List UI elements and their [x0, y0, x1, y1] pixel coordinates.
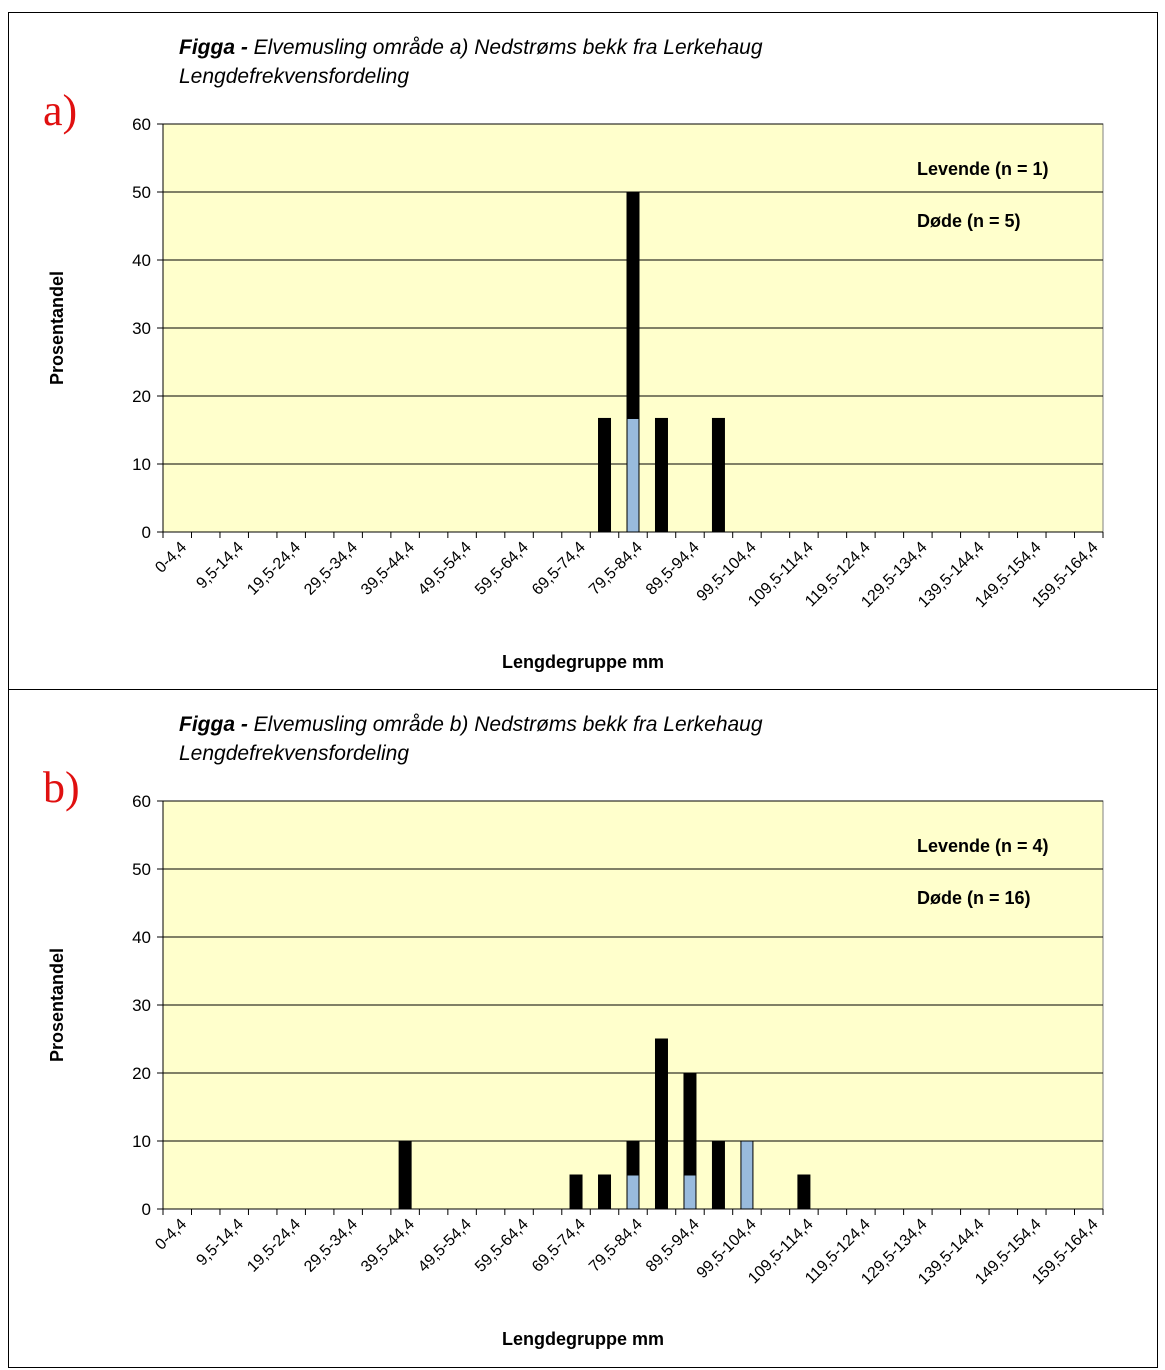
- x-tick-label: 9,5-14,4: [193, 539, 247, 593]
- legend-entry: Levende (n = 1): [917, 159, 1049, 179]
- title-figure-label: Figga -: [179, 713, 248, 736]
- chart-subtitle: Lengdefrekvensfordeling: [179, 742, 409, 765]
- panel-letter: b): [43, 763, 80, 812]
- chart-title: Figga - Elvemusling område a) Nedstrøms …: [179, 33, 763, 91]
- x-tick-label: 89,5-94,4: [643, 539, 703, 599]
- bar-dode: [598, 417, 612, 533]
- title-text: Elvemusling område b) Nedstrøms bekk fra…: [247, 713, 763, 736]
- x-tick-label: 0-4,4: [152, 1216, 190, 1254]
- bar-dode: [598, 1174, 612, 1210]
- chart-svg-a: 0 10 20 30 40 50 60 0-4,4 9,5-14,419,5-24,429,5-…: [47, 115, 1104, 672]
- y-axis-title: Prosentandel: [47, 948, 67, 1062]
- bar-dode: [569, 1174, 583, 1210]
- x-tick-label: 29,5-34,4: [301, 1216, 361, 1276]
- bar-dode: [797, 1174, 811, 1210]
- chart-title: Figga - Elvemusling område b) Nedstrøms …: [179, 710, 763, 768]
- y-tick-label: 50: [132, 183, 151, 202]
- y-tick-label: 20: [132, 387, 151, 406]
- x-axis-title: Lengdegruppe mm: [502, 1329, 664, 1349]
- chart-svg-b: 0 10 20 30 40 50 60 0-4,4 9,5-14,419,5-24,429,5-…: [47, 792, 1104, 1349]
- title-text: Elvemusling område a) Nedstrøms bekk fra…: [247, 36, 763, 59]
- x-tick-label: 29,5-34,4: [301, 539, 361, 599]
- x-tick-label: 39,5-44,4: [358, 539, 418, 599]
- x-tick-label: 49,5-54,4: [415, 539, 475, 599]
- bar-dode: [711, 1140, 725, 1210]
- bar-dode: [626, 1140, 640, 1176]
- panel-letter: a): [43, 86, 78, 135]
- bar-dode: [398, 1140, 412, 1210]
- y-tick-label: 30: [132, 996, 151, 1015]
- legend-entry: Døde (n = 5): [917, 211, 1021, 231]
- chart-panel-a: Figga - Elvemusling område a) Nedstrøms …: [8, 12, 1158, 690]
- bar-levende: [626, 1174, 640, 1210]
- bar-dode: [654, 417, 668, 533]
- chart-panel-b: Figga - Elvemusling område b) Nedstrøms …: [8, 690, 1158, 1368]
- x-tick-label: 59,5-64,4: [472, 1216, 532, 1276]
- x-tick-label: 19,5-24,4: [244, 1216, 304, 1276]
- y-tick-label: 60: [132, 792, 151, 811]
- bar-levende: [683, 1174, 697, 1210]
- y-tick-label: 20: [132, 1064, 151, 1083]
- bar-dode: [711, 417, 725, 533]
- legend-entry: Døde (n = 16): [917, 888, 1031, 908]
- x-axis-title: Lengdegruppe mm: [502, 652, 664, 672]
- x-tick-label: 69,5-74,4: [529, 1216, 589, 1276]
- bar-levende: [626, 417, 640, 533]
- x-tick-label: 0-4,4: [152, 539, 190, 577]
- x-tick-label: 39,5-44,4: [358, 1216, 418, 1276]
- bar-levende: [740, 1140, 754, 1210]
- y-tick-label: 10: [132, 1132, 151, 1151]
- x-tick-label: 89,5-94,4: [643, 1216, 703, 1276]
- x-tick-label: 79,5-84,4: [586, 1216, 646, 1276]
- title-figure-label: Figga -: [179, 36, 248, 59]
- y-tick-label: 40: [132, 251, 151, 270]
- y-tick-label: 0: [142, 1200, 151, 1219]
- legend-entry: Levende (n = 4): [917, 836, 1049, 856]
- y-tick-label: 10: [132, 455, 151, 474]
- bar-dode: [654, 1038, 668, 1210]
- bar-dode: [626, 191, 640, 419]
- x-tick-label: 19,5-24,4: [244, 539, 304, 599]
- x-tick-label: 9,5-14,4: [193, 1216, 247, 1270]
- y-tick-label: 30: [132, 319, 151, 338]
- y-tick-label: 50: [132, 860, 151, 879]
- y-tick-label: 40: [132, 928, 151, 947]
- x-tick-label: 79,5-84,4: [586, 539, 646, 599]
- x-tick-label: 49,5-54,4: [415, 1216, 475, 1276]
- x-tick-label: 69,5-74,4: [529, 539, 589, 599]
- y-tick-label: 60: [132, 115, 151, 134]
- y-axis-title: Prosentandel: [47, 271, 67, 385]
- y-tick-label: 0: [142, 523, 151, 542]
- bar-dode: [683, 1072, 697, 1176]
- x-tick-label: 59,5-64,4: [472, 539, 532, 599]
- chart-subtitle: Lengdefrekvensfordeling: [179, 65, 409, 88]
